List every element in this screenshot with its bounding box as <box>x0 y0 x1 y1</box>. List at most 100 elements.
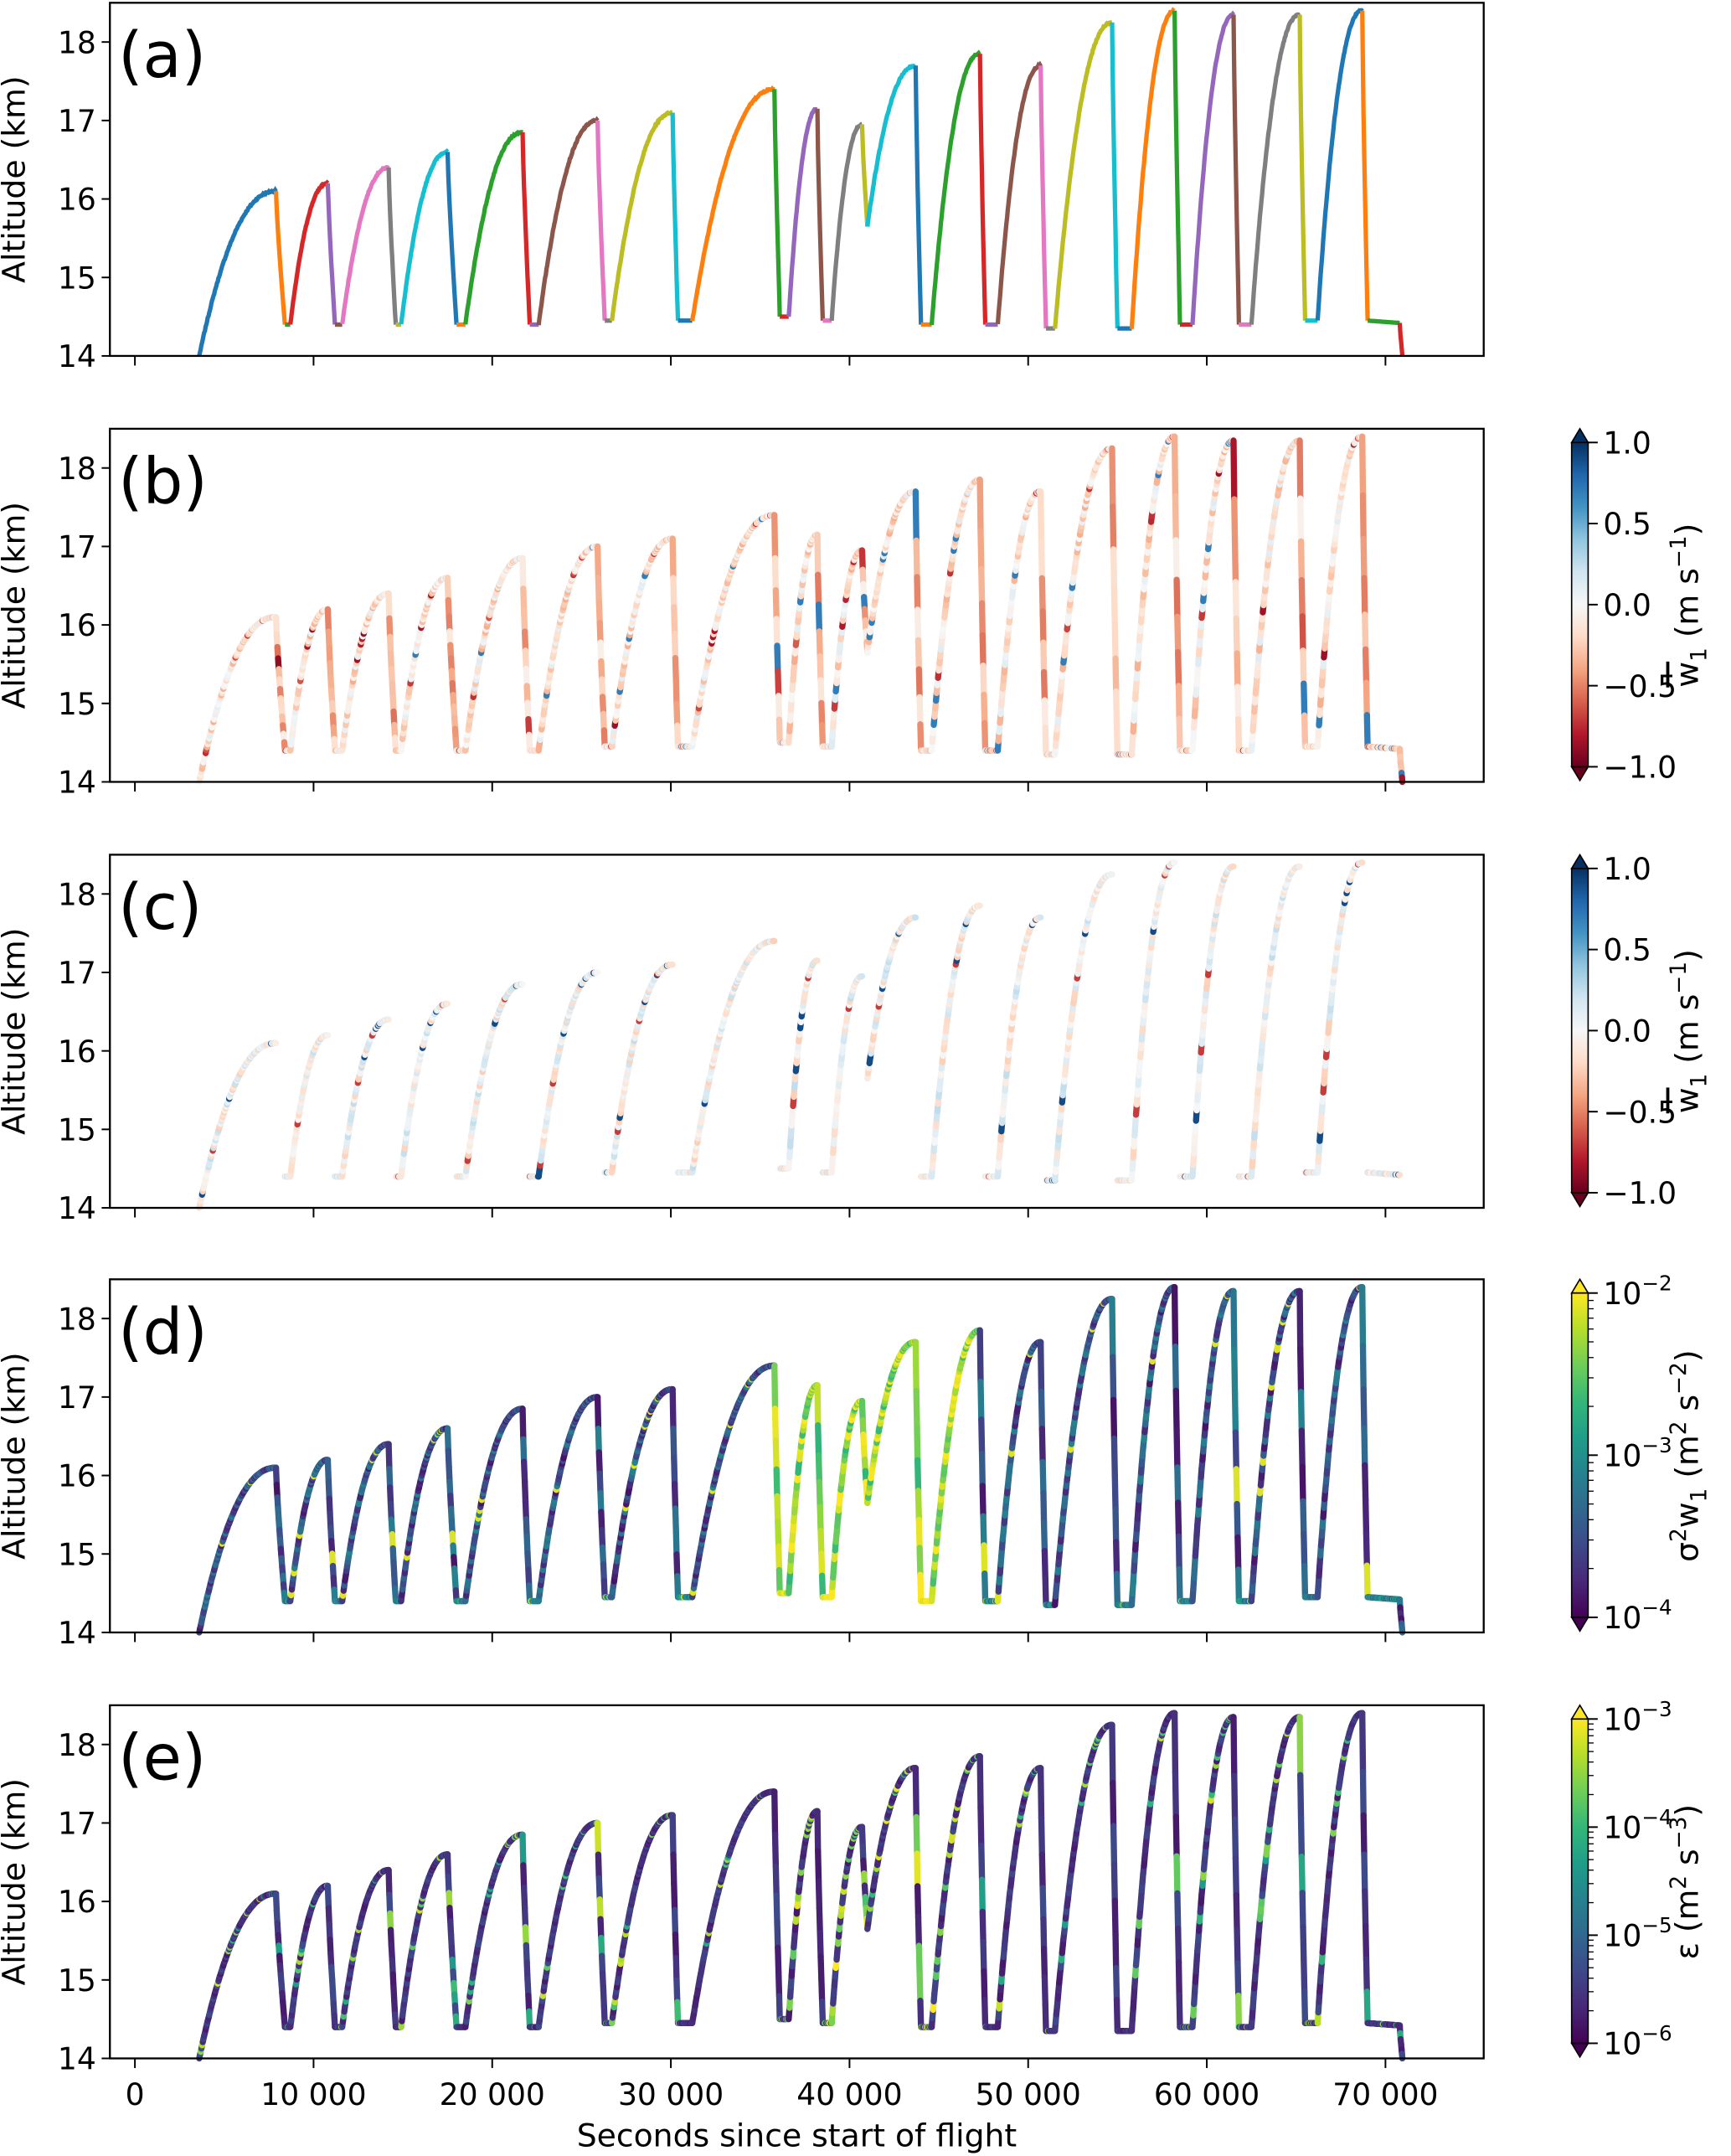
y-tick-label: 14 <box>58 766 96 801</box>
colorbar: 1.0 0.5 0.0 −0.5 −1.0 w1 (m s−1) <box>1570 852 1712 1211</box>
colorbar-label: w1 (m s−1) <box>1667 524 1713 688</box>
data-point <box>1172 493 1179 544</box>
data-point <box>858 547 866 573</box>
y-tick-label: 15 <box>58 1112 96 1148</box>
colorbar-tick-label: 1.0 <box>1603 852 1651 887</box>
data-point <box>771 1406 780 1444</box>
flight-leg-descent <box>859 124 870 227</box>
y-tick-label: 18 <box>58 451 96 487</box>
data-point <box>981 691 988 726</box>
data-point <box>814 1382 822 1429</box>
flight-leg-ascent <box>1053 20 1113 329</box>
data-point <box>980 663 987 699</box>
data-point <box>1231 539 1239 585</box>
colorbar-label-part: w <box>1669 1087 1706 1113</box>
data-point <box>1174 613 1182 656</box>
data-point <box>1113 720 1121 758</box>
data-point <box>1112 1505 1120 1545</box>
data-point <box>913 537 920 580</box>
panel-letter: (a) <box>118 18 206 92</box>
flight-leg-ascent <box>829 121 863 322</box>
data-point <box>1301 1563 1309 1601</box>
data-point <box>1172 1387 1180 1434</box>
colorbar-label-part: −1 <box>1667 962 1692 994</box>
data-point <box>914 574 921 613</box>
data-point <box>1232 579 1239 622</box>
data-point <box>1040 1489 1048 1526</box>
data-point <box>818 722 827 750</box>
data-point <box>1363 679 1370 719</box>
data-point <box>818 1572 827 1601</box>
data-point <box>671 1481 679 1512</box>
data-point <box>815 1422 822 1459</box>
data-point <box>1042 1575 1049 1608</box>
data-point <box>981 1542 988 1577</box>
flight-leg-descent <box>815 108 826 321</box>
data-point <box>775 716 783 746</box>
data-point <box>817 1504 824 1534</box>
data-point <box>1110 503 1117 553</box>
panel-c: 14 15 16 17 18 Altitude (km) (c) 1.0 0.5 0.0 −0.5 −… <box>0 852 1712 1226</box>
flight-leg-descent <box>325 183 337 325</box>
data-layer <box>196 859 1404 1211</box>
panel-a: 14 15 16 17 18 Altitude (km) (a) <box>0 2 1485 374</box>
data-point <box>775 693 783 723</box>
data-point <box>386 615 394 641</box>
flight-leg-ascent <box>288 179 330 325</box>
data-point <box>1110 546 1118 591</box>
colorbar-tick-label: −1.0 <box>1603 1176 1677 1211</box>
flight-leg-descent <box>913 65 924 325</box>
data-point <box>1175 1533 1182 1573</box>
data-point <box>773 1466 780 1500</box>
data-point <box>1301 680 1308 719</box>
data-point <box>1172 537 1180 583</box>
data-point <box>772 586 780 622</box>
data-point <box>1361 575 1368 618</box>
colorbar-gradient <box>1570 441 1589 768</box>
data-point <box>520 1436 528 1465</box>
data-point <box>595 1425 602 1456</box>
data-point <box>978 1416 986 1457</box>
flight-leg-ascent <box>197 185 278 357</box>
colorbar-extend-min <box>1570 766 1589 782</box>
data-point <box>1112 655 1120 695</box>
data-point <box>1113 1571 1121 1608</box>
flight-leg-level <box>1368 318 1400 326</box>
data-point <box>981 1571 989 1605</box>
data-point <box>917 1571 925 1605</box>
data-point <box>1040 1519 1048 1555</box>
data-point <box>1362 611 1369 653</box>
data-point <box>1037 488 1045 544</box>
data-point <box>1300 1498 1307 1538</box>
data-point <box>1301 712 1309 750</box>
flight-leg-ascent <box>865 63 918 227</box>
y-tick-label: 14 <box>58 1191 96 1226</box>
data-point <box>978 600 986 639</box>
data-point <box>672 1505 679 1535</box>
data-point <box>772 1437 780 1473</box>
flight-leg-descent <box>1397 322 1405 357</box>
data-point <box>774 642 781 675</box>
colorbar-label-part: (m s <box>1669 994 1706 1074</box>
flight-leg-descent <box>977 54 988 325</box>
flight-leg-ascent <box>1249 12 1302 325</box>
data-point <box>1232 1429 1239 1473</box>
y-axis-label: Altitude (km) <box>0 928 33 1135</box>
data-point <box>672 678 680 707</box>
data-point <box>771 554 780 594</box>
data-point <box>979 1483 987 1519</box>
flight-leg-ascent <box>1315 8 1364 321</box>
data-point <box>1296 1287 1304 1353</box>
colorbar-label-part: 1 <box>1687 647 1712 662</box>
data-point <box>774 1493 781 1525</box>
data-point <box>670 1425 677 1462</box>
data-point <box>817 677 825 707</box>
data-point <box>816 628 823 660</box>
data-point <box>914 1457 922 1494</box>
data-point <box>324 606 332 635</box>
data-point <box>1176 1565 1183 1605</box>
data-point <box>815 1452 823 1485</box>
data-point <box>594 543 602 581</box>
data-point <box>1110 1435 1118 1478</box>
